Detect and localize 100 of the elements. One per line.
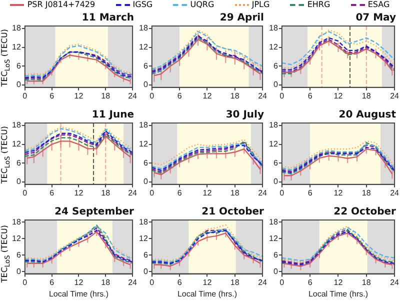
y-tick-label: 12 xyxy=(138,140,148,149)
y-tick-label: 18 xyxy=(12,24,22,33)
x-tick-label: 18 xyxy=(230,91,240,100)
y-tick-label: 12 xyxy=(138,234,148,243)
x-tick-label: 18 xyxy=(362,91,372,100)
x-tick-label: 12 xyxy=(334,188,344,198)
y-tick-label: 6 xyxy=(273,158,278,168)
x-tick-label: 6 xyxy=(50,188,55,198)
y-tick-label: 0 xyxy=(273,177,278,186)
x-tick-label: 24 xyxy=(128,188,138,198)
x-tick-label: 18 xyxy=(101,278,111,287)
y-tick-label: 12 xyxy=(12,42,22,52)
x-tick-label: 0 xyxy=(150,188,155,198)
y-tick-label: 18 xyxy=(138,24,148,33)
chart-title: 24 September xyxy=(54,206,134,218)
chart-title: 21 October xyxy=(202,206,264,218)
y-tick-label: 6 xyxy=(143,250,148,260)
y-tick-label: 18 xyxy=(12,120,22,130)
x-tick-label: 18 xyxy=(101,91,111,100)
y-tick-label: 6 xyxy=(143,61,148,70)
x-tick-label: 12 xyxy=(74,188,84,198)
chart-title: 07 May xyxy=(356,12,396,24)
x-tick-label: 0 xyxy=(150,278,155,287)
x-tick-label: 12 xyxy=(202,188,212,198)
x-tick-label: 12 xyxy=(202,278,212,287)
x-tick-label: 24 xyxy=(258,188,268,198)
x-tick-label: 18 xyxy=(362,278,372,287)
x-tick-label: 6 xyxy=(50,278,55,287)
y-tick-label: 18 xyxy=(138,120,148,130)
line-series xyxy=(152,139,263,166)
chart-title: 11 June xyxy=(92,110,134,121)
y-tick-label: 18 xyxy=(12,217,22,226)
x-tick-label: 0 xyxy=(280,278,285,287)
x-tick-label: 0 xyxy=(22,278,28,287)
y-tick-label: 0 xyxy=(143,80,148,90)
x-tick-label: 6 xyxy=(308,188,313,198)
x-tick-label: 24 xyxy=(390,278,400,287)
y-tick-label: 12 xyxy=(12,234,22,243)
x-tick-label: 6 xyxy=(177,91,182,100)
x-tick-label: 18 xyxy=(230,278,240,287)
legend-label: IGSG xyxy=(132,0,153,10)
chart-title: 11 March xyxy=(82,12,134,24)
x-axis-title: Local Time (hrs.) xyxy=(177,289,238,298)
y-tick-label: 0 xyxy=(273,266,278,276)
x-tick-label: 24 xyxy=(258,91,268,100)
legend-label: JPLG xyxy=(252,0,270,10)
x-tick-label: 0 xyxy=(150,91,155,100)
y-tick-label: 18 xyxy=(268,217,278,226)
x-tick-label: 6 xyxy=(308,278,313,287)
x-tick-label: 24 xyxy=(258,278,268,287)
x-tick-label: 12 xyxy=(74,278,84,287)
y-tick-label: 6 xyxy=(143,158,148,168)
x-tick-label: 12 xyxy=(334,91,344,100)
y-tick-label: 6 xyxy=(273,61,278,70)
y-tick-label: 0 xyxy=(143,266,148,276)
x-tick-label: 24 xyxy=(390,91,400,100)
y-tick-label: 0 xyxy=(143,177,148,186)
x-tick-label: 6 xyxy=(177,188,182,198)
legend-label: UQRG xyxy=(190,0,214,10)
x-tick-label: 18 xyxy=(362,188,372,198)
x-tick-label: 0 xyxy=(22,188,28,198)
x-tick-label: 6 xyxy=(50,91,55,100)
y-tick-label: 18 xyxy=(138,217,148,226)
y-tick-label: 0 xyxy=(16,80,22,90)
x-tick-label: 24 xyxy=(128,278,138,287)
y-tick-label: 6 xyxy=(16,158,22,168)
y-tick-label: 0 xyxy=(16,177,22,186)
y-tick-label: 6 xyxy=(273,250,278,260)
y-tick-label: 18 xyxy=(268,24,278,33)
x-tick-label: 0 xyxy=(22,91,28,100)
y-tick-label: 0 xyxy=(16,266,22,276)
y-tick-label: 12 xyxy=(268,234,278,243)
y-tick-label: 12 xyxy=(138,42,148,52)
chart-title: 29 April xyxy=(220,12,264,24)
legend-label: EHRG xyxy=(307,0,330,10)
x-tick-label: 12 xyxy=(202,91,212,100)
y-tick-label: 0 xyxy=(273,80,278,90)
y-tick-label: 6 xyxy=(16,61,22,70)
y-tick-label: 18 xyxy=(268,120,278,130)
x-axis-title: Local Time (hrs.) xyxy=(308,289,368,298)
x-tick-label: 18 xyxy=(230,188,240,198)
x-tick-label: 18 xyxy=(101,188,111,198)
x-tick-label: 12 xyxy=(334,278,344,287)
legend-label: ESAG xyxy=(368,0,390,10)
x-tick-label: 0 xyxy=(280,91,285,100)
y-tick-label: 12 xyxy=(268,140,278,149)
y-tick-label: 12 xyxy=(12,140,22,149)
x-tick-label: 6 xyxy=(308,91,313,100)
x-tick-label: 0 xyxy=(280,188,285,198)
x-tick-label: 24 xyxy=(390,188,400,198)
y-tick-label: 6 xyxy=(16,250,22,260)
x-tick-label: 24 xyxy=(128,91,138,100)
x-tick-label: 12 xyxy=(74,91,84,100)
y-tick-label: 12 xyxy=(268,42,278,52)
chart-title: 20 August xyxy=(338,110,396,121)
x-tick-label: 6 xyxy=(177,278,182,287)
x-axis-title: Local Time (hrs.) xyxy=(48,289,109,298)
legend-label: PSR J0814+7429 xyxy=(27,0,96,10)
chart-title: 22 October xyxy=(334,206,396,218)
chart-title: 30 July xyxy=(226,110,264,121)
